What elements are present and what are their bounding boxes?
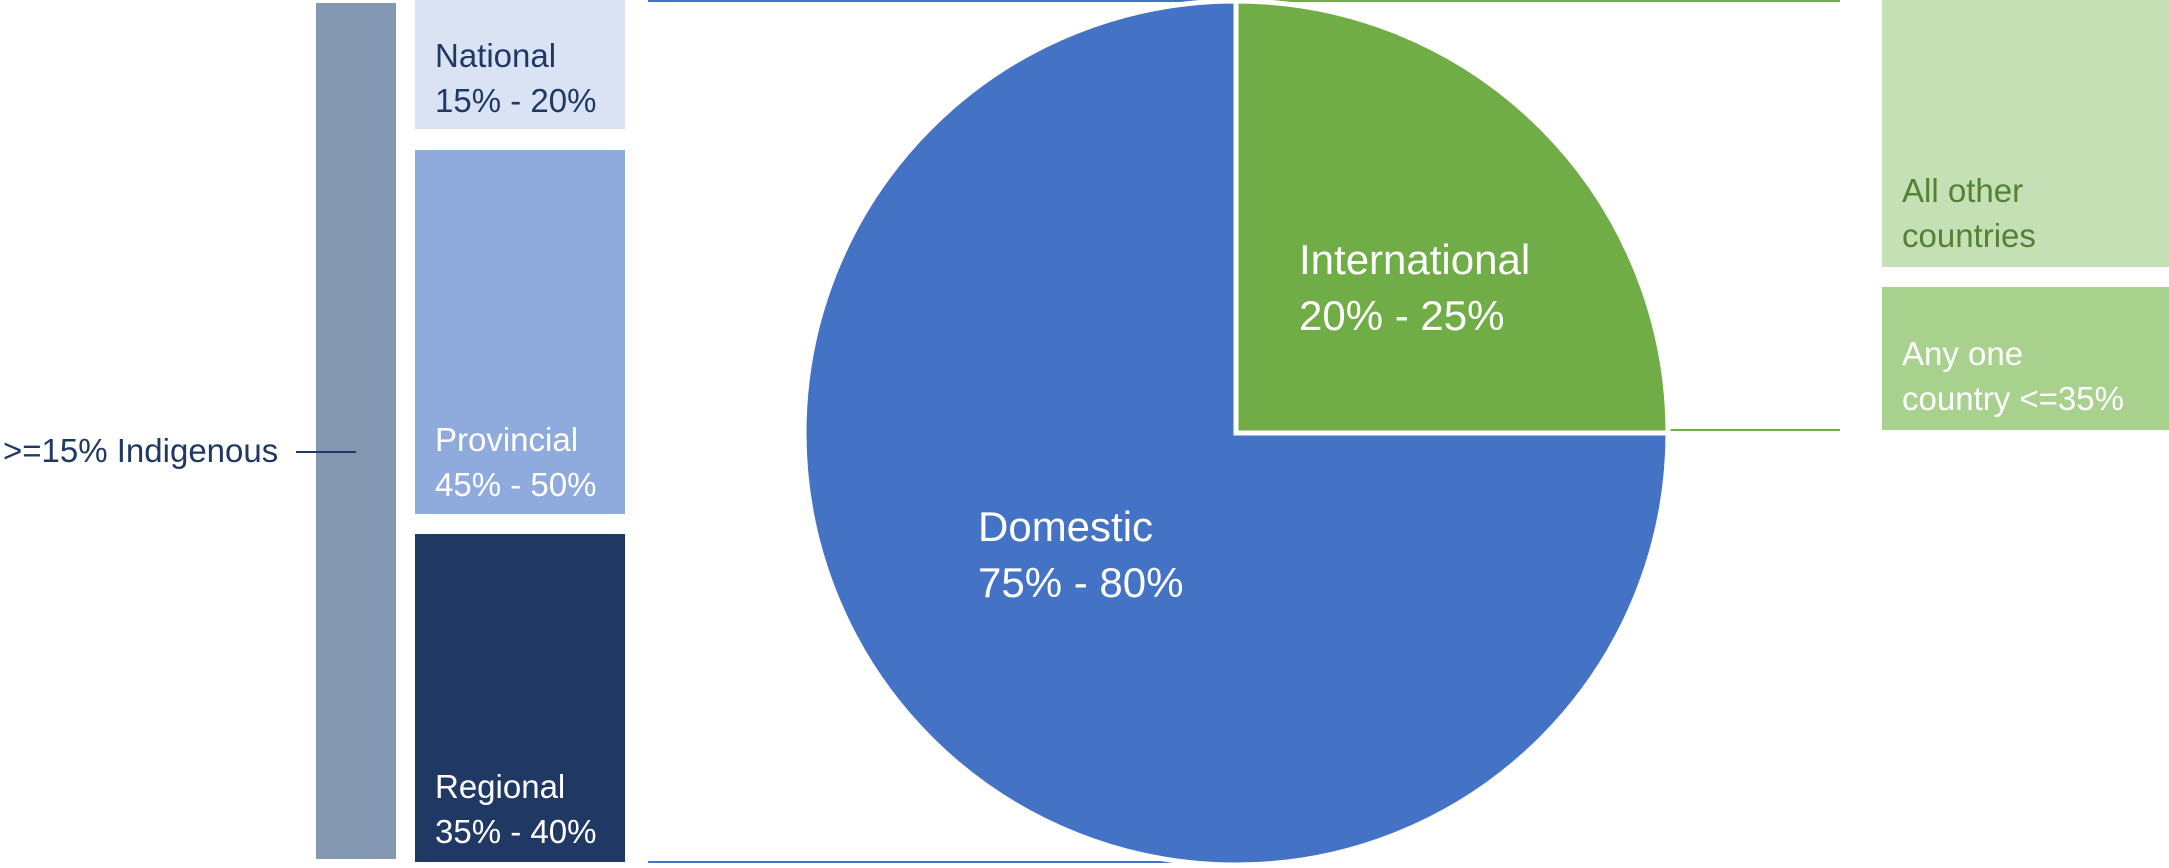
all-other-countries-segment — [1882, 0, 2169, 267]
indigenous-label: >=15% Indigenous — [3, 428, 278, 473]
pie-slice-domestic — [801, 0, 1671, 868]
slice-label-international-name: International — [1299, 236, 1530, 283]
provincial-label-name: Provincial — [435, 421, 579, 458]
provincial-label: Provincial 45% - 50% — [435, 417, 596, 507]
national-segment — [415, 0, 625, 129]
slice-label-international-range: 20% - 25% — [1299, 292, 1504, 339]
regional-label: Regional 35% - 40% — [435, 764, 596, 854]
all-other-countries-label: All other countries — [1902, 168, 2036, 258]
national-label-name: National — [435, 37, 557, 74]
slice-label-domestic-range: 75% - 80% — [978, 559, 1183, 606]
any-one-country-line2: country <=35% — [1902, 380, 2124, 417]
regional-segment — [415, 534, 625, 862]
all-other-countries-line1: All other — [1902, 172, 2024, 209]
indigenous-leader-line — [296, 451, 356, 453]
pie-slice-international — [1233, 0, 1671, 436]
regional-label-name: Regional — [435, 768, 566, 805]
any-one-country-label: Any one country <=35% — [1902, 331, 2124, 421]
any-one-country-segment — [1882, 287, 2169, 430]
slice-label-domestic-name: Domestic — [978, 503, 1153, 550]
national-label: National 15% - 20% — [435, 33, 596, 123]
any-one-country-line1: Any one — [1902, 335, 2024, 372]
provincial-segment — [415, 150, 625, 514]
indigenous-bar — [316, 3, 396, 859]
national-label-range: 15% - 20% — [435, 82, 597, 119]
indigenous-label-text: >=15% Indigenous — [3, 432, 279, 469]
regional-label-range: 35% - 40% — [435, 813, 597, 850]
all-other-countries-line2: countries — [1902, 217, 2036, 254]
provincial-label-range: 45% - 50% — [435, 466, 597, 503]
